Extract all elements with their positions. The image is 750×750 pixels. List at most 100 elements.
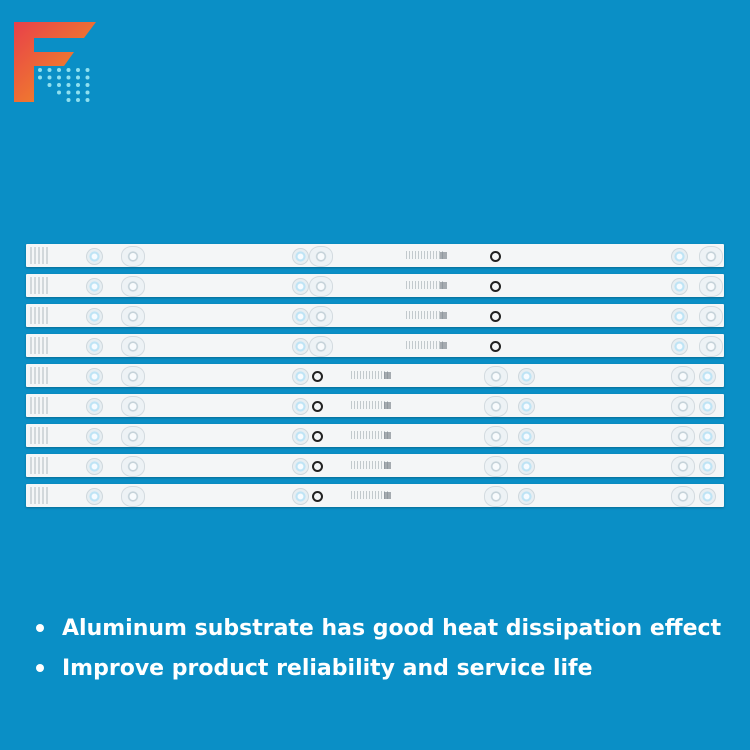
- led-chip: [699, 488, 716, 505]
- led-chip: [671, 456, 695, 477]
- qr-mark: [384, 492, 391, 499]
- logo-dot: [66, 98, 71, 102]
- connector-end: [30, 487, 48, 504]
- led-strip: [26, 304, 724, 327]
- led-chip: [292, 368, 309, 385]
- mounting-hole: [490, 281, 501, 292]
- logo-dot: [57, 75, 61, 80]
- feature-item: Aluminum substrate has good heat dissipa…: [32, 608, 721, 648]
- logo-dot: [57, 83, 61, 87]
- logo-dot: [85, 75, 90, 80]
- connector-end: [30, 307, 48, 324]
- mounting-hole: [312, 431, 323, 442]
- connector-end: [30, 247, 48, 264]
- led-strip: [26, 244, 724, 267]
- mounting-hole: [312, 491, 323, 502]
- led-chip: [121, 486, 145, 507]
- mounting-hole: [312, 401, 323, 412]
- led-chip: [699, 246, 723, 267]
- led-chip: [518, 368, 535, 385]
- led-chip: [699, 306, 723, 327]
- logo-dot: [85, 83, 90, 87]
- led-chip: [309, 276, 333, 297]
- led-chip: [699, 428, 716, 445]
- led-chip: [121, 306, 145, 327]
- logo-dot: [76, 75, 80, 80]
- led-chip: [292, 458, 309, 475]
- qr-mark: [440, 342, 447, 349]
- logo-dot: [66, 83, 71, 87]
- led-chip: [699, 336, 723, 357]
- logo-dot: [57, 68, 61, 72]
- led-strip: [26, 334, 724, 357]
- led-chip: [292, 308, 309, 325]
- silkscreen-label: [406, 281, 444, 289]
- silkscreen-label: [351, 371, 389, 379]
- led-chip: [699, 276, 723, 297]
- logo-dot: [85, 90, 90, 95]
- led-chip: [699, 398, 716, 415]
- qr-mark: [384, 432, 391, 439]
- connector-end: [30, 337, 48, 354]
- silkscreen-label: [406, 341, 444, 349]
- led-chip: [484, 456, 508, 477]
- connector-end: [30, 277, 48, 294]
- led-chip: [121, 396, 145, 417]
- silkscreen-label: [406, 311, 444, 319]
- led-strip: [26, 454, 724, 477]
- led-chip: [292, 338, 309, 355]
- led-chip: [518, 458, 535, 475]
- qr-mark: [384, 372, 391, 379]
- logo-dot: [85, 98, 90, 102]
- connector-end: [30, 427, 48, 444]
- mounting-hole: [312, 371, 323, 382]
- led-chip: [309, 246, 333, 267]
- led-chip: [671, 248, 688, 265]
- bullet-icon: [36, 624, 44, 632]
- led-strip-set: [26, 244, 724, 514]
- led-chip: [121, 276, 145, 297]
- led-strip: [26, 484, 724, 507]
- led-chip: [86, 488, 103, 505]
- logo-dot: [57, 90, 61, 95]
- silkscreen-label: [351, 461, 389, 469]
- connector-end: [30, 457, 48, 474]
- logo-dot: [47, 75, 52, 80]
- led-chip: [86, 428, 103, 445]
- logo-dot: [47, 68, 52, 72]
- led-strip: [26, 424, 724, 447]
- led-chip: [121, 246, 145, 267]
- qr-mark: [440, 252, 447, 259]
- led-chip: [292, 428, 309, 445]
- led-chip: [484, 426, 508, 447]
- logo-dot: [38, 75, 42, 80]
- led-chip: [699, 368, 716, 385]
- led-chip: [484, 486, 508, 507]
- brand-logo: [14, 22, 96, 102]
- logo-dot: [76, 68, 80, 72]
- led-chip: [86, 368, 103, 385]
- logo-dot: [47, 83, 52, 87]
- logo-dot: [66, 68, 71, 72]
- mounting-hole: [490, 251, 501, 262]
- led-chip: [671, 426, 695, 447]
- led-chip: [518, 488, 535, 505]
- led-chip: [121, 366, 145, 387]
- led-chip: [292, 248, 309, 265]
- led-chip: [121, 426, 145, 447]
- logo-dot: [85, 68, 90, 72]
- qr-mark: [384, 402, 391, 409]
- logo-dot: [66, 90, 71, 95]
- led-chip: [86, 458, 103, 475]
- led-chip: [86, 248, 103, 265]
- feature-item: Improve product reliability and service …: [32, 648, 721, 688]
- silkscreen-label: [406, 251, 444, 259]
- silkscreen-label: [351, 401, 389, 409]
- led-chip: [86, 338, 103, 355]
- silkscreen-label: [351, 431, 389, 439]
- led-chip: [671, 278, 688, 295]
- led-chip: [484, 366, 508, 387]
- logo-dot: [38, 68, 42, 72]
- led-strip: [26, 364, 724, 387]
- led-chip: [121, 456, 145, 477]
